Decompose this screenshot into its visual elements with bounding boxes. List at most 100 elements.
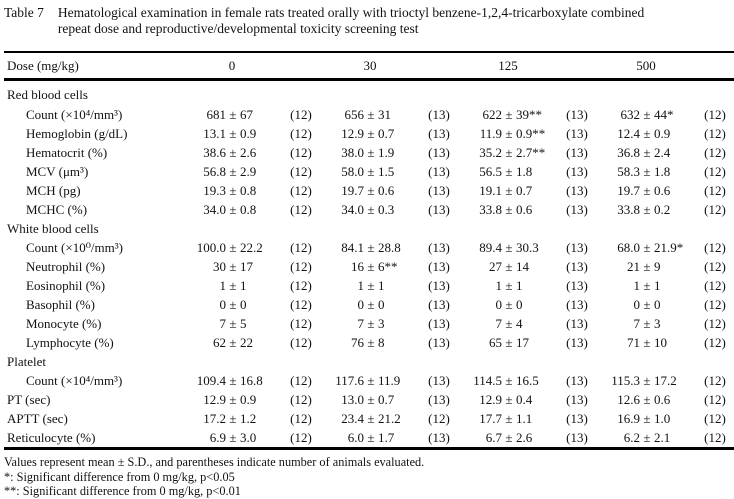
mean-value: 0 <box>357 296 365 312</box>
plus-minus-sign: ± <box>643 125 651 141</box>
mean-value: 68.0 <box>617 239 640 255</box>
mean-value: 23.4 <box>341 410 364 426</box>
mean-value: 632 <box>620 106 641 122</box>
mean-value: 12.9 <box>479 391 502 407</box>
value-cell: 84.1 ±28.8 <box>324 238 416 257</box>
value-cell: 76 ±8 <box>324 333 416 352</box>
sd-value: 0.6 <box>516 201 533 217</box>
animal-count: (13) <box>566 163 588 179</box>
plus-minus-sign: ± <box>505 372 513 388</box>
animal-count: (12) <box>704 125 726 141</box>
table-row: Basophil (%) 0 ±0 (12) 0 ±0 (13) 0 ±0 (13) 0 ±0 (12) <box>4 295 734 314</box>
section-row: Platelet <box>4 352 734 371</box>
mean-value: 16.9 <box>617 410 640 426</box>
row-label: Count (×10⁰/mm³) <box>26 239 123 255</box>
row-label: Reticulocyte (%) <box>7 429 96 445</box>
animal-count: (12) <box>704 201 726 217</box>
sd-value: 4 <box>516 315 523 331</box>
sd-value: 14 <box>516 258 529 274</box>
animal-count: (13) <box>428 277 450 293</box>
plus-minus-sign: ± <box>505 239 513 255</box>
mean-value: 109.4 <box>196 372 226 388</box>
mean-value: 13.0 <box>341 391 364 407</box>
animal-count: (12) <box>290 163 312 179</box>
row-label: Hemoglobin (g/dL) <box>26 125 128 141</box>
row-label: MCV (μm³) <box>26 163 89 179</box>
animal-count: (13) <box>428 163 450 179</box>
dose-column-125-n <box>554 52 600 81</box>
value-cell: 1 ±1 <box>186 276 278 295</box>
value-cell: 68.0 ±21.9* <box>600 238 692 257</box>
value-cell: 0 ±0 <box>600 295 692 314</box>
value-cell: 12.4 ±0.9 <box>600 124 692 143</box>
sd-value: 31 <box>378 106 391 122</box>
plus-minus-sign: ± <box>229 296 237 312</box>
sd-value: 0 <box>654 296 661 312</box>
value-cell: 1 ±1 <box>462 276 554 295</box>
mean-value: 656 <box>344 106 365 122</box>
mean-value: 1 <box>495 277 503 293</box>
sd-value: 10 <box>654 334 667 350</box>
value-cell: 62 ±22 <box>186 333 278 352</box>
plus-minus-sign: ± <box>367 410 375 426</box>
animal-count: (13) <box>566 315 588 331</box>
animal-count: (12) <box>704 315 726 331</box>
plus-minus-sign: ± <box>643 163 651 179</box>
plus-minus-sign: ± <box>229 277 237 293</box>
table-row: Hematocrit (%) 38.6 ±2.6 (12) 38.0 ±1.9 (13) 35… <box>4 143 734 162</box>
value-cell: 1 ±1 <box>600 276 692 295</box>
plus-minus-sign: ± <box>367 258 375 274</box>
sd-value: 17 <box>240 258 253 274</box>
sd-value: 17.2 <box>654 372 677 388</box>
value-cell: 17.7 ±1.1 <box>462 409 554 428</box>
mean-value: 12.9 <box>203 391 226 407</box>
animal-count: (12) <box>704 296 726 312</box>
value-cell: 100.0 ±22.2 <box>186 238 278 257</box>
value-cell: 56.5 ±1.8 <box>462 162 554 181</box>
value-cell: 38.0 ±1.9 <box>324 143 416 162</box>
value-cell: 7 ±5 <box>186 314 278 333</box>
row-label: APTT (sec) <box>7 410 68 426</box>
plus-minus-sign: ± <box>367 201 375 217</box>
mean-value: 12.6 <box>617 391 640 407</box>
plus-minus-sign: ± <box>505 125 513 141</box>
value-cell: 12.9 ±0.4 <box>462 390 554 409</box>
table-row: Eosinophil (%) 1 ±1 (12) 1 ±1 (13) 1 ±1 (13) 1 ±1 (1… <box>4 276 734 295</box>
mean-value: 56.8 <box>203 163 226 179</box>
sd-value: 9 <box>654 258 661 274</box>
sd-value: 1.0 <box>654 410 671 426</box>
animal-count: (13) <box>566 182 588 198</box>
animal-count: (12) <box>704 239 726 255</box>
value-cell: 19.7 ±0.6 <box>600 181 692 200</box>
plus-minus-sign: ± <box>229 144 237 160</box>
value-cell: 30 ±17 <box>186 257 278 276</box>
animal-count: (13) <box>428 429 450 445</box>
mean-value: 6.7 <box>485 429 502 445</box>
value-cell: 0 ±0 <box>186 295 278 314</box>
sd-value: 0.9 <box>240 125 257 141</box>
value-cell: 6.2 ±2.1 <box>600 428 692 449</box>
sd-value: 2.1 <box>654 429 671 445</box>
dose-column-500-n <box>692 52 734 81</box>
row-label: Neutrophil (%) <box>26 258 106 274</box>
animal-count: (12) <box>290 239 312 255</box>
sd-value: 1.2 <box>240 410 257 426</box>
table-title: Hematological examination in female rats… <box>58 5 644 37</box>
value-cell: 17.2 ±1.2 <box>186 409 278 428</box>
footnote-p005: *: Significant difference from 0 mg/kg, … <box>4 469 235 484</box>
value-cell: 12.6 ±0.6 <box>600 390 692 409</box>
row-label: MCH (pg) <box>26 182 81 198</box>
table-title-line2: repeat dose and reproductive/development… <box>57 21 419 36</box>
plus-minus-sign: ± <box>367 372 375 388</box>
hematology-table: Dose (mg/kg) 0 30 125 500 Red blood cell… <box>4 51 734 450</box>
mean-value: 100.0 <box>196 239 226 255</box>
plus-minus-sign: ± <box>505 163 513 179</box>
sd-value: 2.6 <box>516 429 533 445</box>
sd-value: 0.7 <box>516 182 533 198</box>
mean-value: 71 <box>627 334 640 350</box>
animal-count: (12) <box>290 258 312 274</box>
mean-value: 17.2 <box>203 410 226 426</box>
mean-value: 84.1 <box>341 239 364 255</box>
sd-value: 1 <box>378 277 385 293</box>
